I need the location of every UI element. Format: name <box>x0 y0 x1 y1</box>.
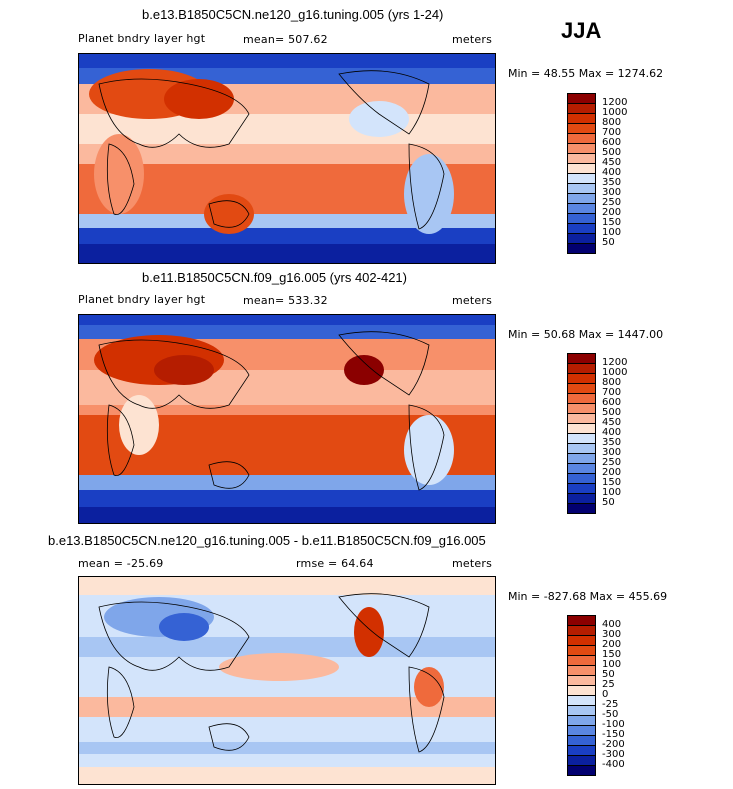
colorbar-label: 1000 <box>602 107 628 118</box>
colorbar-label: 50 <box>602 497 615 508</box>
colorbar-label: 200 <box>602 639 622 650</box>
colorbar-label: 150 <box>602 217 622 228</box>
colorbar-label: 100 <box>602 487 622 498</box>
colorbar-label: 1200 <box>602 357 628 368</box>
colorbar-label: -200 <box>602 739 625 750</box>
colorbar-label: 1000 <box>602 367 628 378</box>
colorbar-label: 700 <box>602 127 622 138</box>
panel-2-units: meters <box>452 294 493 307</box>
colorbar-label: 800 <box>602 117 622 128</box>
panel-3-rmse: rmse = 64.64 <box>296 557 374 570</box>
colorbar-label: 300 <box>602 447 622 458</box>
colorbar-label: 100 <box>602 227 622 238</box>
panel-2-colorbar: 1200 1000 800 700 600 500 450 400 350 30… <box>567 353 647 518</box>
panel-3-units: meters <box>452 557 493 570</box>
colorbar-label: 800 <box>602 377 622 388</box>
colorbar-label: 150 <box>602 649 622 660</box>
panel-3-mean: mean = -25.69 <box>78 557 164 570</box>
colorbar-label: 400 <box>602 427 622 438</box>
colorbar-label: 200 <box>602 207 622 218</box>
colorbar-label: -50 <box>602 709 619 720</box>
panel-1-minmax: Min = 48.55 Max = 1274.62 <box>508 67 664 80</box>
panel-2-variable: Planet bndry layer hgt <box>78 293 206 306</box>
colorbar-label: 300 <box>602 629 622 640</box>
colorbar-label: 250 <box>602 197 622 208</box>
colorbar-label: 450 <box>602 157 622 168</box>
colorbar-label: 500 <box>602 147 622 158</box>
colorbar-label: 150 <box>602 477 622 488</box>
panel-1-units: meters <box>452 33 493 46</box>
colorbar-label: 300 <box>602 187 622 198</box>
panel-3-title: b.e13.B1850C5CN.ne120_g16.tuning.005 - b… <box>48 533 486 548</box>
colorbar-label: 600 <box>602 397 622 408</box>
colorbar-label: 350 <box>602 437 622 448</box>
panel-3-map <box>78 576 496 785</box>
colorbar-label: 450 <box>602 417 622 428</box>
colorbar-label: 400 <box>602 167 622 178</box>
colorbar-label: 200 <box>602 467 622 478</box>
colorbar-swatch <box>567 243 596 254</box>
colorbar-swatch <box>567 503 596 514</box>
colorbar-label: 350 <box>602 177 622 188</box>
season-label: JJA <box>561 18 602 43</box>
colorbar-label: 700 <box>602 387 622 398</box>
panel-3-colorbar: 400 300 200 150 100 50 25 0 -25 -50 -100… <box>567 615 647 780</box>
colorbar-label: 250 <box>602 457 622 468</box>
colorbar-label: -100 <box>602 719 625 730</box>
panel-2-title: b.e11.B1850C5CN.f09_g16.005 (yrs 402-421… <box>142 270 407 285</box>
panel-3-minmax: Min = -827.68 Max = 455.69 <box>508 590 668 603</box>
panel-1-title: b.e13.B1850C5CN.ne120_g16.tuning.005 (yr… <box>142 7 444 22</box>
colorbar-swatch <box>567 765 596 776</box>
colorbar-label: -400 <box>602 759 625 770</box>
colorbar-label: 400 <box>602 619 622 630</box>
panel-2-minmax: Min = 50.68 Max = 1447.00 <box>508 328 664 341</box>
colorbar-label: 25 <box>602 679 615 690</box>
panel-1-variable: Planet bndry layer hgt <box>78 32 206 45</box>
panel-1-map <box>78 53 496 264</box>
panel-2-mean: mean= 533.32 <box>243 294 328 307</box>
colorbar-label: 0 <box>602 689 609 700</box>
colorbar-label: -25 <box>602 699 619 710</box>
colorbar-label: 500 <box>602 407 622 418</box>
colorbar-label: 1200 <box>602 97 628 108</box>
panel-1-mean: mean= 507.62 <box>243 33 328 46</box>
colorbar-label: 600 <box>602 137 622 148</box>
colorbar-label: -150 <box>602 729 625 740</box>
colorbar-label: 50 <box>602 237 615 248</box>
colorbar-label: 100 <box>602 659 622 670</box>
colorbar-label: 50 <box>602 669 615 680</box>
panel-1-colorbar: 1200 1000 800 700 600 500 450 400 350 30… <box>567 93 647 258</box>
colorbar-label: -300 <box>602 749 625 760</box>
panel-2-map <box>78 314 496 524</box>
